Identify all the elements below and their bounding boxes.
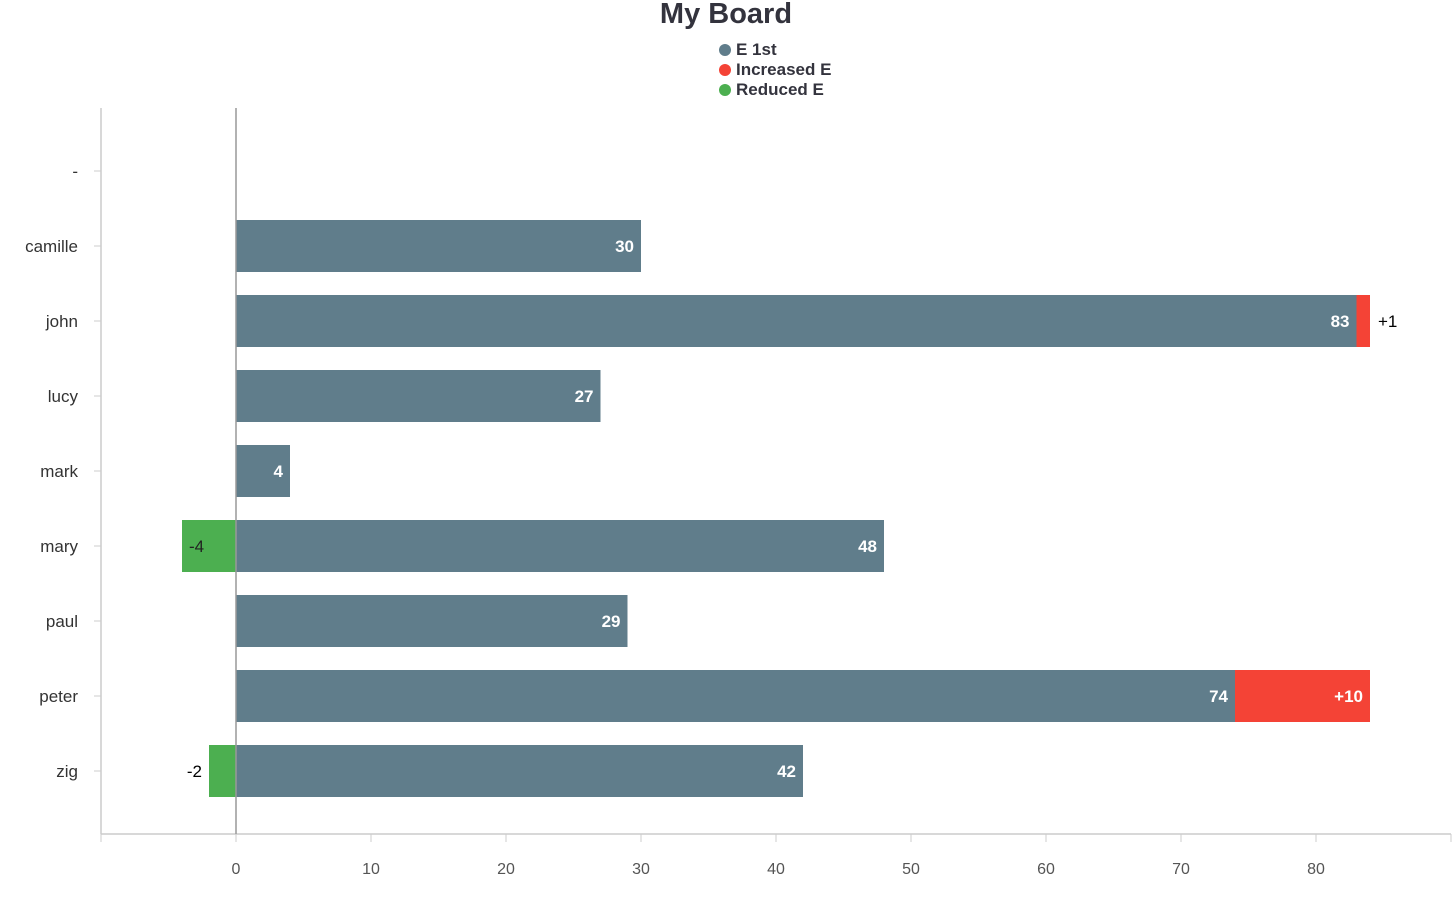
bar-e-1st xyxy=(236,220,641,272)
bar-e-1st xyxy=(236,745,803,797)
y-tick-label: lucy xyxy=(48,387,79,406)
y-tick-label: zig xyxy=(56,762,78,781)
x-tick-label: 50 xyxy=(902,861,920,878)
legend-dot xyxy=(719,64,731,76)
data-label: +1 xyxy=(1378,312,1397,331)
y-tick-label: mary xyxy=(40,537,78,556)
data-label: 42 xyxy=(777,762,796,781)
bar-reduced xyxy=(182,520,236,572)
bar-e-1st xyxy=(236,595,628,647)
x-tick-label: 60 xyxy=(1037,861,1055,878)
x-tick-label: 80 xyxy=(1307,861,1325,878)
data-label: 83 xyxy=(1331,312,1350,331)
bar-e-1st xyxy=(236,670,1235,722)
legend-item-increased[interactable]: Increased E xyxy=(719,60,831,80)
bar-e-1st xyxy=(236,520,884,572)
data-label: -2 xyxy=(187,762,202,781)
legend-label: Increased E xyxy=(736,60,832,79)
y-tick-label: - xyxy=(72,162,78,181)
legend-label: Reduced E xyxy=(736,80,824,99)
legend-label: E 1st xyxy=(736,40,777,59)
legend-dot xyxy=(719,44,731,56)
y-tick-label: paul xyxy=(46,612,78,631)
chart-title: My Board xyxy=(659,0,793,30)
legend-item-reduced[interactable]: Reduced E xyxy=(719,80,831,100)
legend-item-e-1st[interactable]: E 1st xyxy=(719,40,831,60)
bar-e-1st xyxy=(236,370,601,422)
y-tick-label: mark xyxy=(40,462,78,481)
legend-dot xyxy=(719,84,731,96)
bar-increased xyxy=(1356,295,1370,347)
bar-reduced xyxy=(209,745,236,797)
data-label: 30 xyxy=(615,237,634,256)
legend: E 1st Increased E Reduced E xyxy=(719,40,831,100)
data-label: 29 xyxy=(602,612,621,631)
x-tick-label: 40 xyxy=(767,861,785,878)
y-tick-label: peter xyxy=(39,687,78,706)
bar-e-1st xyxy=(236,445,290,497)
data-label: 48 xyxy=(858,537,877,556)
x-tick-label: 70 xyxy=(1172,861,1190,878)
x-tick-label: 30 xyxy=(632,861,650,878)
y-tick-label: john xyxy=(45,312,78,331)
bar-increased xyxy=(1235,670,1370,722)
data-label: -4 xyxy=(189,537,204,556)
bar-e-1st xyxy=(236,295,1357,347)
data-label: 27 xyxy=(575,387,594,406)
x-tick-label: 0 xyxy=(232,861,241,878)
data-label: 4 xyxy=(274,462,284,481)
data-label: 74 xyxy=(1209,687,1228,706)
x-tick-label: 10 xyxy=(362,861,380,878)
y-tick-label: camille xyxy=(25,237,78,256)
x-tick-label: 20 xyxy=(497,861,515,878)
data-label: +10 xyxy=(1334,687,1363,706)
